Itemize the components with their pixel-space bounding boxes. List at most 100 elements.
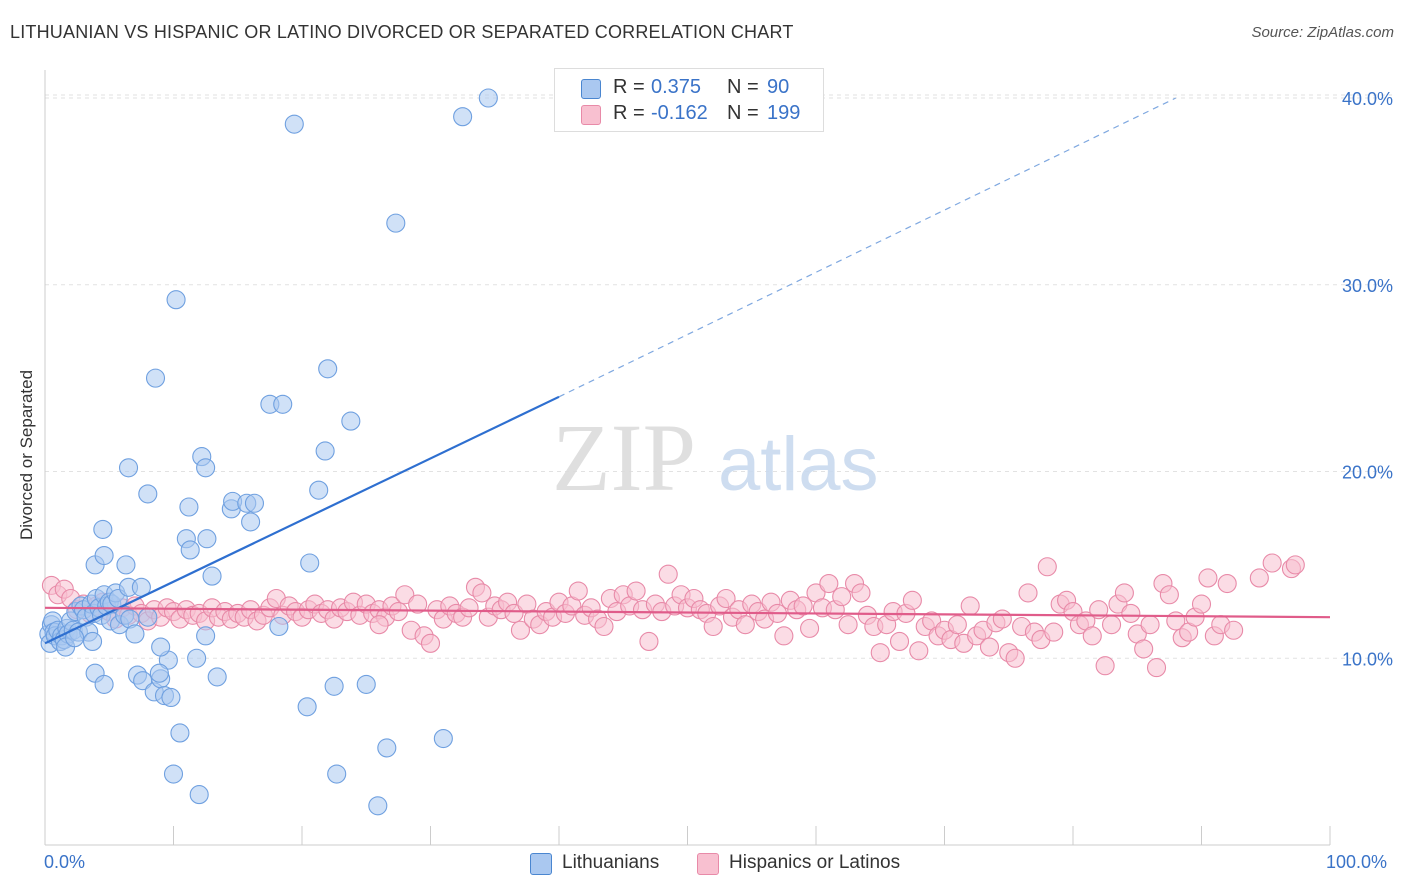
hispanic-point — [832, 587, 852, 607]
hispanic-point — [369, 615, 389, 635]
axes — [44, 70, 1331, 846]
hispanic-point — [1224, 620, 1244, 640]
hispanic-point — [472, 583, 492, 603]
lithuanian-trend-line — [44, 395, 560, 645]
lithuanian-point — [93, 519, 113, 539]
lithuanian-point — [197, 529, 217, 549]
hispanic-point — [774, 626, 794, 646]
legend-n-label: N = — [727, 102, 759, 124]
hispanic-point — [703, 616, 723, 637]
lithuanian-point — [189, 785, 209, 805]
hispanic-point — [960, 596, 980, 616]
hispanic-point — [568, 581, 588, 601]
hispanic-point — [870, 643, 890, 663]
hispanic-point — [1018, 583, 1038, 603]
lithuanian-point — [82, 631, 103, 651]
legend-n-label: N = — [727, 76, 759, 98]
lithuanian-point — [356, 674, 376, 694]
legend-r-value: 0.375 — [651, 76, 702, 98]
hispanic-point — [902, 590, 922, 610]
hispanic-point — [1249, 568, 1269, 588]
chart-title: LITHUANIAN VS HISPANIC OR LATINO DIVORCE… — [10, 22, 794, 42]
lithuanian-point — [138, 607, 158, 627]
hispanic-point — [408, 594, 428, 614]
lithuanian-point — [149, 663, 169, 683]
hispanic-point — [889, 631, 910, 651]
lithuanian-point — [202, 566, 222, 586]
bottom-legend-label: Hispanics or Latinos — [729, 852, 901, 873]
watermark-zip: ZIP — [552, 404, 696, 511]
hispanic-point — [1198, 568, 1218, 588]
hispanic-point — [1082, 626, 1102, 646]
lithuanian-point — [196, 626, 216, 646]
lithuanian-point — [166, 290, 186, 310]
lithuanian-point — [179, 497, 199, 517]
lithuanian-point — [116, 555, 136, 575]
lithuanian-point — [180, 540, 200, 560]
lithuanian-point — [315, 441, 335, 461]
hispanic-point — [1095, 656, 1115, 676]
hispanic-point — [1140, 615, 1160, 635]
y-tick-label: 30.0% — [1342, 276, 1393, 296]
hispanic-point — [979, 637, 1000, 657]
legend-swatch-lithuanians — [581, 79, 601, 99]
hispanic-point — [1102, 615, 1122, 635]
lithuanian-point — [94, 545, 114, 566]
lithuanian-point — [377, 738, 397, 758]
hispanic-point — [793, 596, 813, 616]
hispanic-point — [420, 633, 441, 653]
legend-r-value: -0.162 — [651, 102, 708, 124]
hispanic-point — [1262, 553, 1282, 573]
hispanic-point — [1089, 600, 1109, 620]
hispanic-point — [992, 609, 1012, 629]
hispanic-point — [1037, 557, 1057, 577]
lithuanian-trend-extension — [558, 97, 1177, 398]
lithuanian-point — [196, 458, 216, 478]
lithuanian-point — [118, 458, 139, 478]
lithuanian-point — [341, 411, 361, 431]
lithuanian-point — [138, 484, 158, 504]
trend-lines — [44, 97, 1331, 645]
watermark-atlas: atlas — [718, 422, 879, 507]
lithuanian-point — [309, 480, 329, 500]
y-axis-label: Divorced or Separated — [17, 369, 36, 541]
lithuanian-point — [207, 667, 227, 687]
watermark: ZIP atlas — [552, 404, 879, 511]
lithuanian-point — [273, 394, 293, 414]
hispanic-point — [504, 603, 524, 623]
bottom-legend-swatch-lithuanians — [530, 853, 552, 875]
hispanic-point — [1217, 574, 1237, 594]
hispanic-point — [735, 615, 755, 635]
lithuanian-point — [125, 624, 145, 644]
x-tick-left: 0.0% — [44, 852, 86, 872]
lithuanian-point — [269, 616, 289, 637]
points-lithuanians — [39, 88, 498, 816]
legend-r-label: R = — [613, 76, 645, 98]
lithuanian-point — [244, 493, 265, 513]
correlation-legend: R = 0.375 N = 90 R = -0.162 N = 199 — [554, 68, 824, 132]
lithuanian-point — [297, 697, 317, 717]
hispanic-trend-line — [44, 606, 1331, 619]
lithuanian-point — [170, 723, 190, 743]
grid-lines — [45, 94, 1392, 659]
hispanic-point — [1191, 594, 1212, 614]
hispanic-point — [639, 631, 659, 651]
hispanic-point — [1134, 639, 1154, 659]
hispanic-point — [658, 564, 678, 584]
y-tick-labels: 10.0% 20.0% 30.0% 40.0% — [1342, 89, 1393, 669]
hispanic-point — [594, 616, 614, 637]
hispanic-point — [1121, 603, 1141, 623]
lithuanian-point — [161, 687, 181, 708]
hispanic-point — [851, 583, 871, 603]
lithuanian-point — [187, 648, 207, 668]
legend-swatch-hispanics — [581, 105, 601, 125]
hispanic-point — [1044, 622, 1064, 642]
lithuanian-point — [478, 88, 498, 108]
hispanic-point — [510, 620, 531, 640]
lithuanian-point — [318, 359, 338, 379]
lithuanian-point — [284, 114, 304, 134]
lithuanian-point — [433, 729, 453, 749]
lithuanian-point — [241, 512, 261, 532]
hispanic-point — [947, 615, 967, 635]
